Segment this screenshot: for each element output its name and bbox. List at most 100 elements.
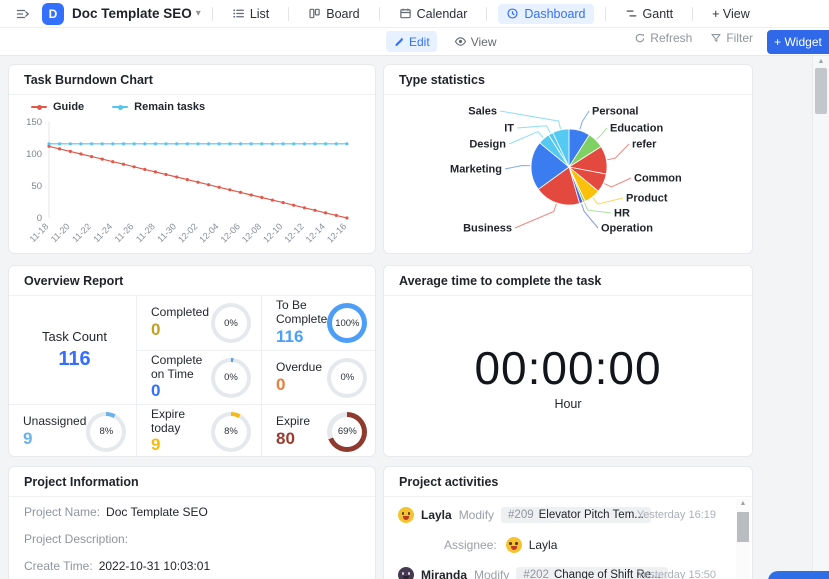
pie-label-education: Education — [610, 123, 663, 135]
task-count-label: Task Count — [41, 329, 108, 345]
task-title: Elevator Pitch Tem... — [538, 509, 644, 521]
complete-on-time-ring: 0% — [211, 357, 251, 398]
pie-slice-sales[interactable] — [552, 128, 570, 168]
tab-list[interactable]: List — [224, 4, 277, 24]
info-label: Project Description: — [24, 532, 129, 546]
tab-dashboard[interactable]: Dashboard — [498, 3, 594, 24]
divider — [604, 6, 606, 21]
pie-label-common: Common — [634, 173, 682, 185]
overview-report-title: Overview Report — [9, 266, 375, 296]
remain-tasks-series — [47, 142, 349, 146]
edit-button-label: Edit — [409, 34, 430, 49]
pie-leader-line — [596, 127, 608, 140]
tab-board[interactable]: Board — [300, 4, 367, 24]
assignee-name[interactable]: Layla — [528, 538, 558, 552]
completed-ring: 0% — [211, 303, 251, 343]
pie-leader-line — [604, 177, 632, 188]
pie-label-design: Design — [469, 139, 506, 151]
divider — [486, 6, 488, 21]
y-tick-label: 100 — [26, 149, 42, 160]
tab-dashboard-label: Dashboard — [524, 6, 586, 21]
clock-icon — [507, 8, 518, 19]
overview-report-panel: Overview Report Task Count 116 Completed… — [8, 265, 376, 457]
info-row-name: Project Name: Doc Template SEO — [24, 505, 210, 519]
expire-label: Expire — [276, 413, 311, 428]
to-be-complete-label: To Be Complete — [276, 298, 328, 327]
expire-value: 80 — [276, 428, 295, 448]
unassigned-label: Unassigned — [23, 413, 87, 428]
burndown-chart-svg: 05010015011-1811-2011-2211-2411-2611-281… — [26, 117, 349, 245]
project-information-panel: Project Information Project Name: Doc Te… — [8, 466, 376, 579]
info-value: 2022-10-31 10:03:01 — [98, 559, 211, 573]
refresh-icon — [636, 33, 645, 43]
legend-item-guide[interactable]: Guide — [31, 101, 84, 113]
gantt-icon — [626, 10, 636, 17]
chevron-down-icon[interactable]: ▾ — [195, 8, 201, 19]
edit-button[interactable]: Edit — [386, 31, 437, 52]
page-scrollbar[interactable]: ▲ — [812, 56, 829, 579]
scroll-up-arrow-icon[interactable]: ▲ — [739, 500, 747, 507]
dashboard-toolbar: Edit View Refresh Filter + Widget — [0, 28, 829, 56]
activity-task-link[interactable]: #209 Elevator Pitch Tem... — [501, 507, 651, 523]
scrollbar-thumb[interactable] — [815, 68, 827, 114]
avatar — [398, 507, 414, 523]
task-title: Change of Shift Re... — [553, 569, 661, 579]
project-logo[interactable]: D — [42, 2, 64, 25]
task-count-value: 116 — [58, 347, 91, 370]
activity-task-link[interactable]: #202 Change of Shift Re... — [516, 567, 668, 579]
tab-list-label: List — [249, 6, 270, 21]
top-navbar: D Doc Template SEO ▾ List Board Calendar… — [0, 0, 829, 28]
activity-user[interactable]: Miranda — [421, 568, 468, 579]
pie-slice-marketing[interactable] — [530, 142, 570, 190]
complete-on-time-value: 0 — [151, 381, 161, 401]
x-tick-label: 11-20 — [49, 221, 72, 244]
pie-leader-line — [579, 110, 590, 130]
view-button[interactable]: View — [447, 31, 504, 52]
pie-label-sales: Sales — [468, 106, 497, 118]
overdue-value: 0 — [276, 374, 286, 394]
expire-today-ring: 8% — [211, 411, 251, 452]
scrollbar-thumb[interactable] — [737, 512, 749, 542]
add-widget-button[interactable]: + Widget — [767, 30, 829, 54]
x-tick-label: 11-22 — [70, 221, 93, 244]
tab-add-view-label: + View — [712, 6, 750, 21]
pie-slice-business[interactable] — [537, 166, 581, 206]
eye-icon — [454, 37, 466, 46]
x-tick-label: 12-08 — [240, 221, 263, 244]
tab-add-view[interactable]: + View — [704, 4, 758, 24]
expand-sidebar-icon[interactable] — [12, 4, 32, 24]
activity-user[interactable]: Layla — [421, 508, 452, 522]
floating-action-button[interactable] — [768, 571, 829, 579]
burndown-panel: Task Burndown Chart Guide Remain tasks 0… — [8, 64, 376, 254]
filter-button[interactable]: Filter — [710, 31, 753, 45]
tab-calendar[interactable]: Calendar — [391, 4, 476, 24]
x-tick-label: 12-06 — [219, 221, 242, 244]
legend-item-remain[interactable]: Remain tasks — [112, 101, 205, 113]
list-icon — [233, 9, 244, 18]
average-time-unit: Hour — [554, 397, 582, 411]
expire-ring: 69% — [327, 411, 368, 452]
tab-gantt[interactable]: Gantt — [617, 4, 682, 24]
legend-marker-guide — [31, 104, 47, 110]
completed-label: Completed — [151, 305, 210, 320]
pie-label-marketing: Marketing — [450, 164, 502, 176]
info-row-create-time: Create Time: 2022-10-31 10:03:01 — [24, 559, 210, 573]
expire-cell: Expire 80 69% — [261, 404, 375, 456]
scroll-up-arrow-icon[interactable]: ▲ — [817, 58, 825, 65]
view-button-label: View — [470, 34, 497, 49]
pie-label-business: Business — [463, 223, 512, 235]
info-row-description: Project Description: — [24, 532, 210, 546]
task-ref: #202 — [523, 569, 549, 579]
x-tick-label: 11-18 — [28, 221, 51, 244]
refresh-button[interactable]: Refresh — [634, 31, 692, 45]
average-time-value: 00:00:00 — [474, 342, 662, 394]
project-title[interactable]: Doc Template SEO — [72, 6, 192, 21]
pie-label-hr: HR — [614, 208, 630, 220]
legend-label-remain: Remain tasks — [134, 101, 206, 113]
activities-scrollbar[interactable]: ▲ — [736, 499, 750, 579]
filter-label: Filter — [726, 31, 753, 45]
pie-leader-line — [607, 143, 630, 161]
project-activities-title: Project activities — [384, 467, 752, 497]
to-be-complete-cell: To Be Complete 116 100% — [261, 296, 375, 350]
